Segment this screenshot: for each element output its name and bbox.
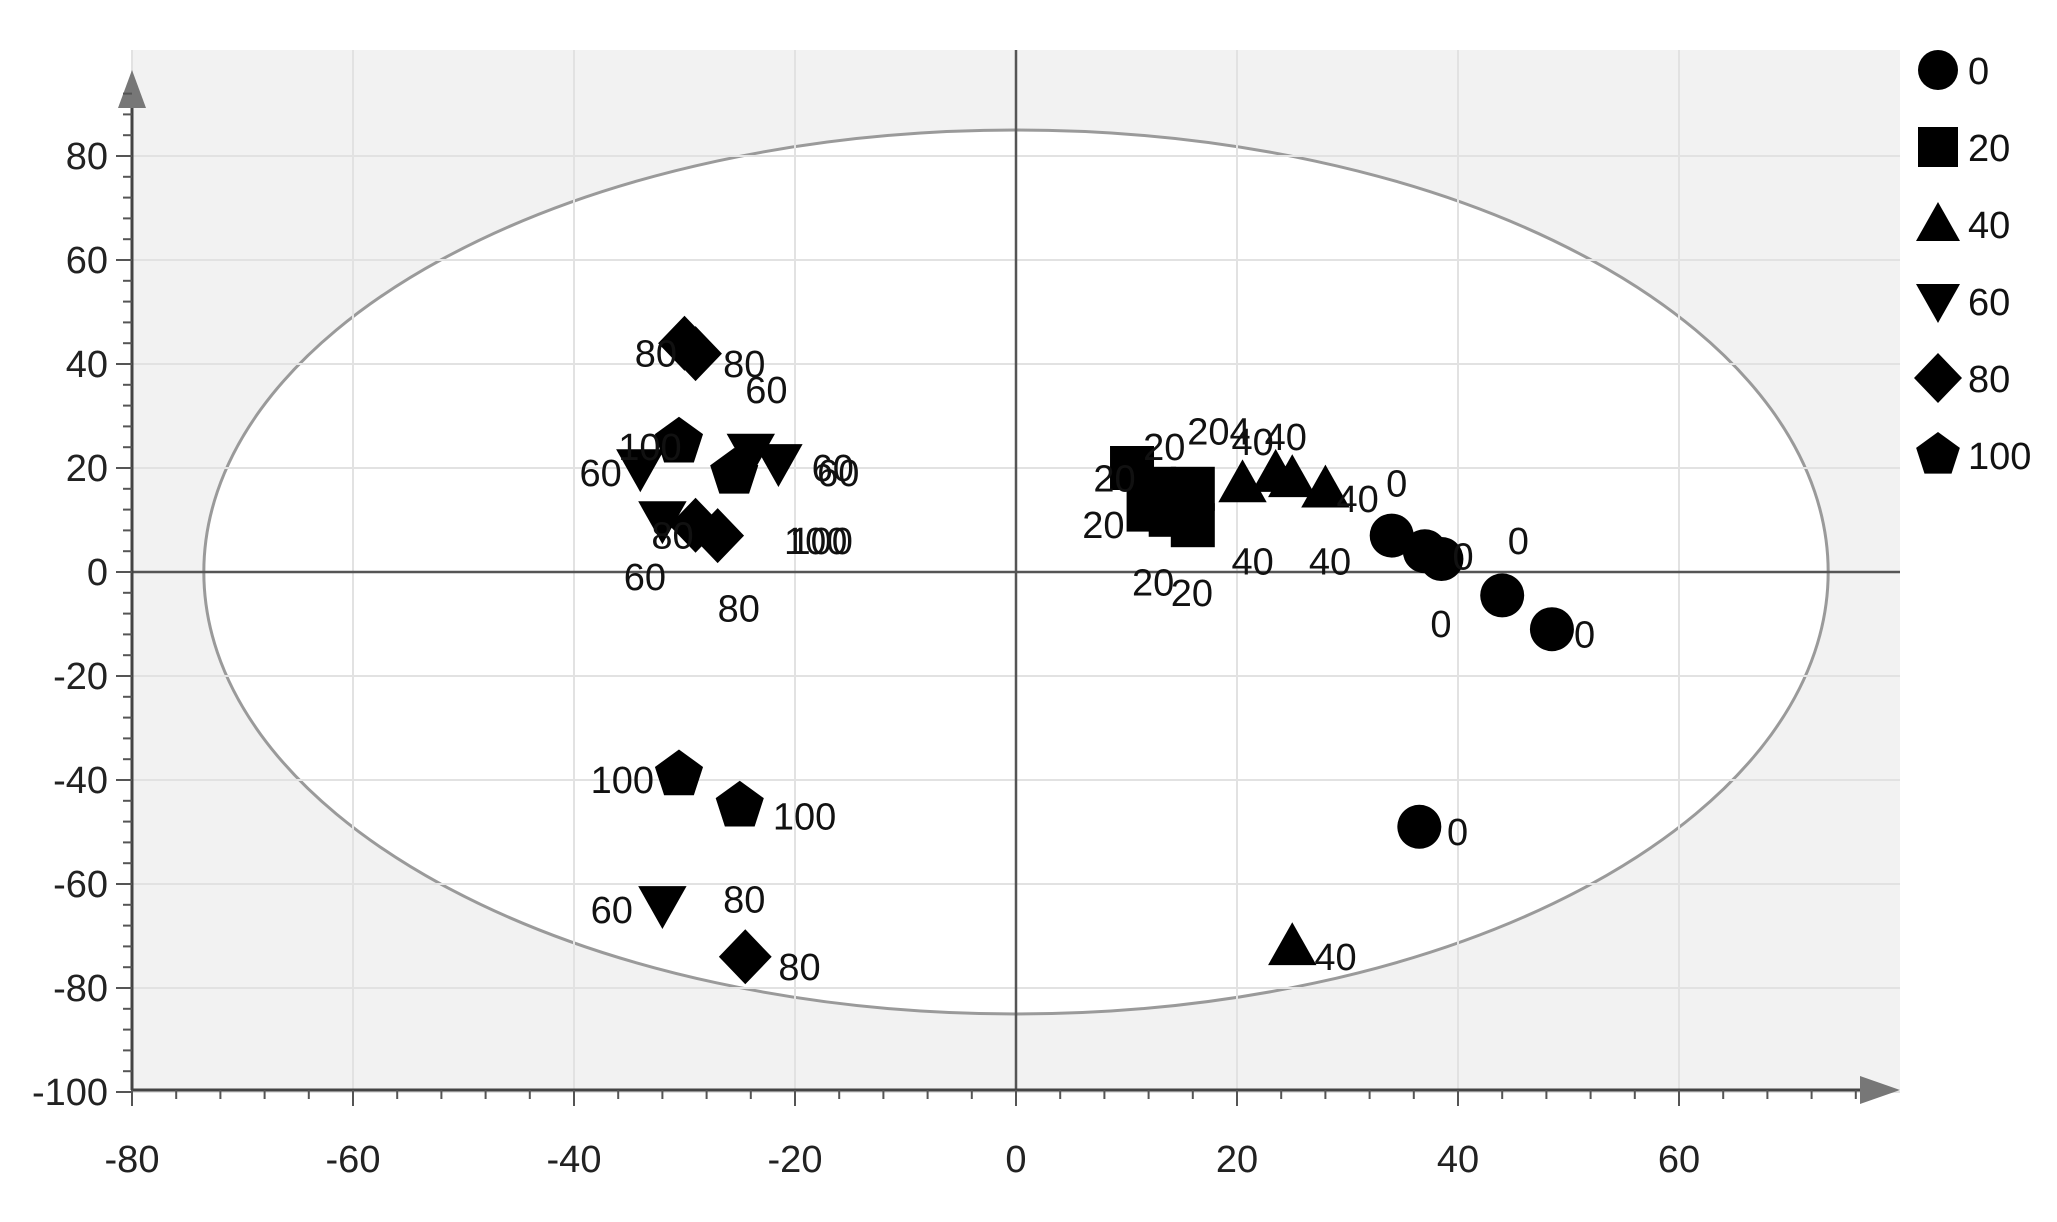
point-square-20 bbox=[1170, 503, 1215, 548]
point-circle-0 bbox=[1480, 573, 1525, 618]
point-label: 20 bbox=[1082, 505, 1124, 547]
zero-lines bbox=[132, 50, 1900, 1090]
point-label: 80 bbox=[723, 880, 765, 922]
point-pentagon-100 bbox=[710, 447, 759, 494]
point-diamond-80 bbox=[718, 929, 772, 985]
point-label: 100 bbox=[618, 427, 681, 469]
point-label: 60 bbox=[591, 890, 633, 932]
y-tick-label: 60 bbox=[66, 240, 108, 282]
point-triangle-down-60 bbox=[638, 501, 687, 545]
point-label: 80 bbox=[718, 588, 760, 630]
y-tick-label: 20 bbox=[66, 448, 108, 490]
point-label: 60 bbox=[745, 370, 787, 412]
point-triangle-up-40 bbox=[1268, 454, 1317, 498]
legend-marker-triangle-down bbox=[1916, 284, 1960, 323]
legend-label: 80 bbox=[1968, 359, 2010, 401]
legend-marker-square bbox=[1918, 127, 1958, 167]
point-label: 80 bbox=[635, 334, 677, 376]
point-circle-0 bbox=[1529, 607, 1574, 652]
point-label: 0 bbox=[1452, 536, 1473, 578]
point-pentagon-100 bbox=[654, 749, 704, 796]
axis-ticks: -80 -60 -40 -20 0 20 40 60-100-80-60-40-2002040… bbox=[32, 92, 1857, 1181]
point-circle-0 bbox=[1419, 537, 1464, 581]
point-label: 40 bbox=[1336, 479, 1378, 521]
y-axis-arrow bbox=[118, 70, 146, 108]
point-label: 60 bbox=[624, 557, 666, 599]
y-tick-label: -20 bbox=[53, 656, 108, 698]
point-label: 20 bbox=[1171, 573, 1213, 615]
point-label: 20 bbox=[1143, 427, 1185, 469]
legend: 0 20 40 60 80 100 bbox=[1914, 50, 2031, 478]
point-pentagon-100 bbox=[715, 780, 764, 827]
point-label: 40 bbox=[1265, 417, 1307, 459]
point-triangle-up-40 bbox=[1268, 922, 1317, 966]
point-label: 100 bbox=[784, 521, 847, 563]
legend-label: 40 bbox=[1968, 205, 2010, 247]
x-tick-label: 40 bbox=[1437, 1139, 1479, 1181]
legend-marker-triangle-up bbox=[1916, 202, 1960, 241]
point-label: 40 bbox=[1309, 542, 1351, 584]
x-tick-label: -20 bbox=[768, 1139, 823, 1181]
y-tick-label: -60 bbox=[53, 864, 108, 906]
legend-marker-pentagon bbox=[1916, 432, 1960, 474]
y-tick-label: -80 bbox=[53, 968, 108, 1010]
point-label: 40 bbox=[1231, 542, 1273, 584]
y-tick-label: -40 bbox=[53, 760, 108, 802]
point-label: 100 bbox=[789, 521, 852, 563]
legend-label: 20 bbox=[1968, 128, 2010, 170]
point-label: 0 bbox=[1447, 812, 1468, 854]
point-label: 40 bbox=[1314, 937, 1356, 979]
legend-marker-circle bbox=[1918, 50, 1958, 90]
legend-marker-diamond bbox=[1914, 353, 1962, 403]
point-label: 80 bbox=[778, 947, 820, 989]
x-axis-arrow bbox=[1860, 1076, 1900, 1104]
point-label: 100 bbox=[591, 760, 654, 802]
point-label: 0 bbox=[1508, 521, 1529, 563]
x-tick-label: 0 bbox=[1005, 1139, 1026, 1181]
y-tick-label: 40 bbox=[66, 344, 108, 386]
point-triangle-down-60 bbox=[616, 449, 665, 493]
x-tick-label: 60 bbox=[1658, 1139, 1700, 1181]
legend-label: 60 bbox=[1968, 282, 2010, 324]
point-label: 60 bbox=[580, 453, 622, 495]
point-label: 0 bbox=[1386, 464, 1407, 506]
point-label: 40 bbox=[1231, 422, 1273, 464]
point-circle-0 bbox=[1397, 804, 1442, 849]
y-tick-label: 0 bbox=[87, 552, 108, 594]
x-tick-label: 20 bbox=[1216, 1139, 1258, 1181]
y-tick-label: -100 bbox=[32, 1072, 108, 1114]
point-label: 60 bbox=[817, 453, 859, 495]
data-points bbox=[616, 315, 1574, 985]
point-triangle-down-60 bbox=[754, 444, 803, 487]
x-tick-label: -60 bbox=[326, 1139, 381, 1181]
point-diamond-80 bbox=[669, 326, 722, 382]
point-label: 0 bbox=[1574, 614, 1595, 656]
legend-label: 0 bbox=[1968, 51, 1989, 93]
point-label: 20 bbox=[1093, 458, 1135, 500]
point-label: 60 bbox=[812, 448, 854, 490]
point-label: 204 bbox=[1187, 412, 1250, 454]
legend-label: 100 bbox=[1968, 436, 2031, 478]
point-diamond-80 bbox=[691, 508, 745, 564]
point-label: 80 bbox=[651, 516, 693, 558]
point-label: 80 bbox=[723, 344, 765, 386]
point-triangle-up-40 bbox=[1301, 464, 1350, 508]
y-tick-label: 80 bbox=[66, 136, 108, 178]
x-tick-label: -80 bbox=[105, 1139, 160, 1181]
point-label: 0 bbox=[1430, 604, 1451, 646]
point-triangle-down-60 bbox=[638, 886, 687, 929]
point-pentagon-100 bbox=[654, 416, 704, 463]
point-label: 100 bbox=[773, 796, 836, 838]
point-label: 20 bbox=[1132, 562, 1174, 604]
point-circle-0 bbox=[1369, 513, 1414, 558]
x-tick-label: -40 bbox=[547, 1139, 602, 1181]
